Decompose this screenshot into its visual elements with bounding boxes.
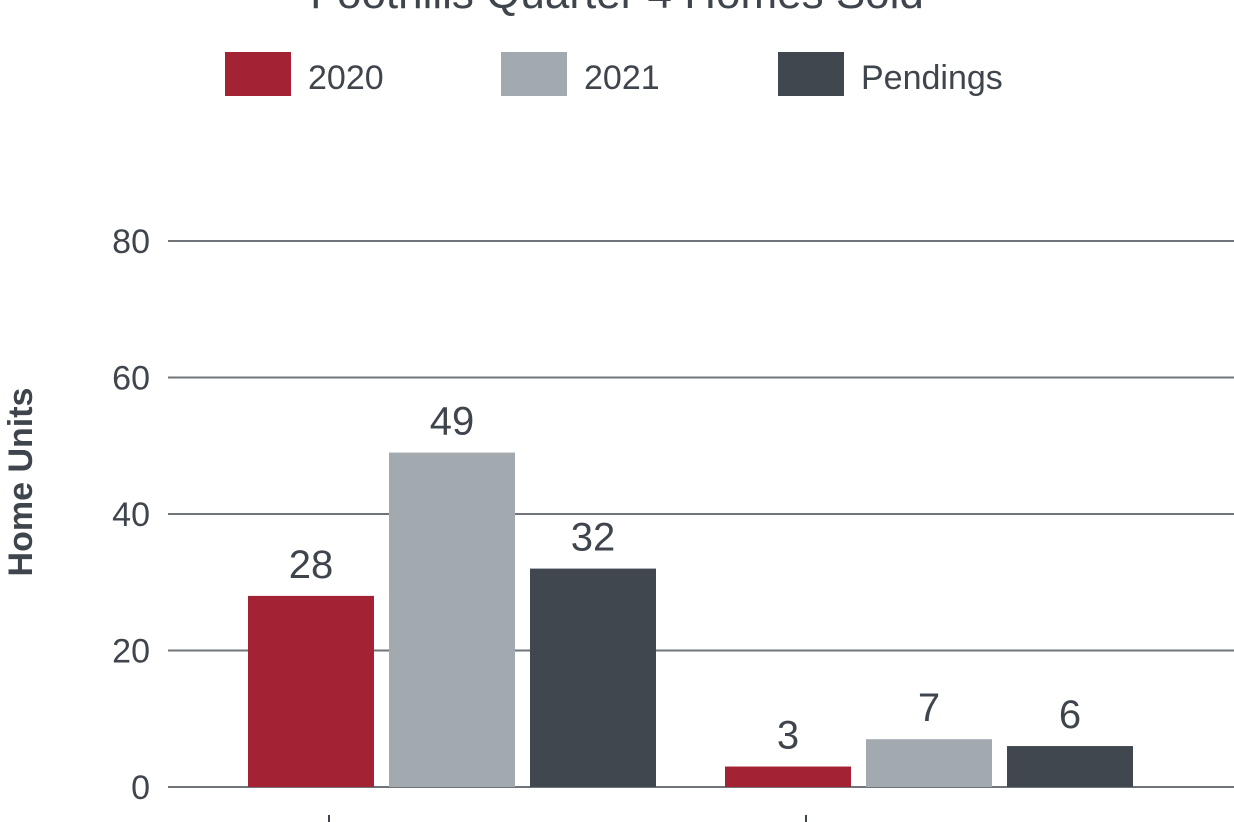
legend-swatch — [501, 52, 567, 96]
data-label: 32 — [571, 516, 616, 560]
bars — [248, 452, 1133, 787]
data-label: 3 — [777, 714, 799, 758]
data-label: 28 — [289, 543, 334, 587]
y-axis-label: Home Units — [2, 388, 40, 577]
bar-pendings-1 — [1007, 746, 1133, 787]
legend-label: 2021 — [584, 59, 660, 97]
bar-2020-0 — [248, 595, 374, 787]
legend-label: 2020 — [308, 59, 384, 97]
legend-swatch — [778, 52, 844, 96]
bar-2021-1 — [866, 739, 992, 787]
data-label: 7 — [918, 686, 940, 730]
x-axis-ticks — [328, 815, 807, 822]
data-label: 6 — [1059, 693, 1081, 737]
y-tick-label: 40 — [112, 496, 150, 534]
y-tick-label: 60 — [112, 360, 150, 398]
data-labels: 28 49 32 3 7 6 — [289, 400, 1081, 758]
legend-item-2020: 2020 — [225, 52, 384, 97]
legend-item-2021: 2021 — [501, 52, 660, 97]
legend: 2020 2021 Pendings — [225, 52, 1003, 97]
y-axis-ticks: 0 20 40 60 80 — [112, 223, 150, 807]
legend-swatch — [225, 52, 291, 96]
data-label: 49 — [430, 400, 475, 444]
bar-2020-1 — [725, 766, 851, 787]
y-tick-label: 80 — [112, 223, 150, 261]
bar-pendings-0 — [530, 568, 656, 787]
legend-item-pendings: Pendings — [778, 52, 1003, 97]
legend-label: Pendings — [861, 59, 1003, 97]
chart-title: Foothills Quarter 4 Homes Sold — [310, 0, 924, 18]
y-tick-label: 0 — [131, 769, 150, 807]
bar-2021-0 — [389, 452, 515, 787]
y-tick-label: 20 — [112, 633, 150, 671]
